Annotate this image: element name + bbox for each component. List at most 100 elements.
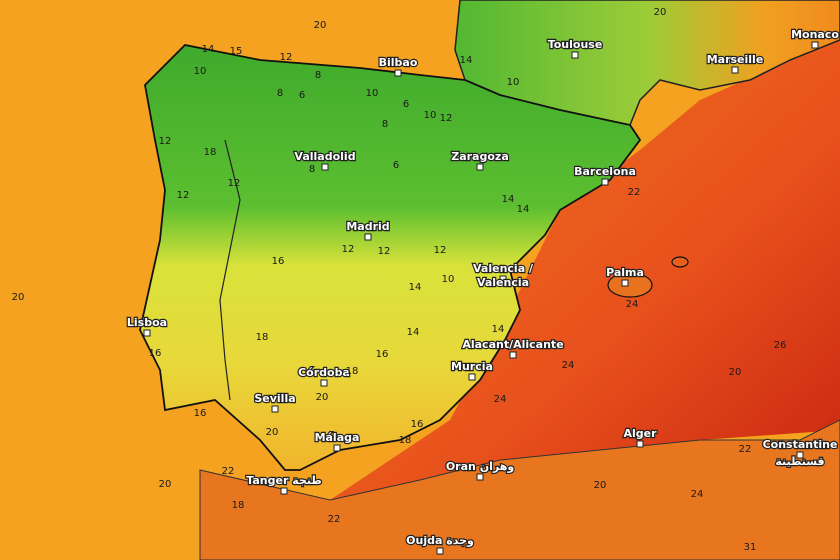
isotherm-label: 12: [159, 136, 172, 147]
isotherm-label: 20: [654, 7, 667, 18]
city-label: Monaco: [791, 28, 839, 41]
isotherm-label: 20: [314, 20, 327, 31]
isotherm-label: 16: [194, 408, 207, 419]
isotherm-label: 20: [12, 292, 25, 303]
city-label: Valencia /: [473, 262, 534, 275]
isotherm-label: 22: [739, 444, 752, 455]
city-marker: [796, 451, 804, 459]
isotherm-label: 22: [628, 187, 641, 198]
isotherm-label: 18: [256, 332, 269, 343]
isotherm-label: 12: [440, 113, 453, 124]
isotherm-label: 14: [502, 194, 515, 205]
isotherm-label: 6: [393, 160, 399, 171]
isotherm-label: 10: [442, 274, 455, 285]
city-label: Tanger طنجة: [246, 474, 321, 487]
isotherm-label: 6: [299, 90, 305, 101]
city-label: Toulouse: [548, 38, 603, 51]
city-label: Sevilla: [254, 392, 295, 405]
isotherm-label: 14: [202, 44, 215, 55]
city-marker: [436, 547, 444, 555]
city-label: Alger: [623, 427, 657, 440]
city-label: Valladolid: [294, 150, 355, 163]
isotherm-label: 16: [376, 349, 389, 360]
isotherm-label: 14: [517, 204, 530, 215]
city-label: Valencia: [477, 276, 529, 289]
city-marker: [271, 405, 279, 413]
isotherm-label: 15: [230, 46, 243, 57]
city-marker: [143, 329, 151, 337]
menorca: [671, 256, 689, 268]
city-marker: [468, 373, 476, 381]
city-label: قسنطينة: [775, 455, 824, 468]
city-label: Zaragoza: [451, 150, 509, 163]
city-marker: [731, 66, 739, 74]
isotherm-label: 6: [403, 99, 409, 110]
isotherm-label: 8: [315, 70, 321, 81]
isotherm-label: 14: [492, 324, 505, 335]
isotherm-label: 24: [494, 394, 507, 405]
city-label: Oujda وجدة: [406, 534, 474, 547]
isotherm-label: 10: [424, 110, 437, 121]
mediterranean: [330, 40, 840, 500]
city-marker: [509, 351, 517, 359]
iberia: [139, 44, 642, 471]
isotherm-label: 10: [194, 66, 207, 77]
city-marker: [499, 275, 507, 283]
isotherm-label: 24: [691, 489, 704, 500]
isotherm-label: 12: [378, 246, 391, 257]
isotherm-label: 16: [149, 348, 162, 359]
city-marker: [321, 163, 329, 171]
isotherm-label: 12: [434, 245, 447, 256]
isotherm-label: 24: [626, 299, 639, 310]
isotherm-label: 18: [399, 435, 412, 446]
city-label: Lisboa: [127, 316, 167, 329]
city-label: Córdoba: [298, 366, 350, 379]
isotherm-label: 31: [744, 542, 757, 553]
city-marker: [280, 487, 288, 495]
city-marker: [320, 379, 328, 387]
isotherm-label: 18: [204, 147, 217, 158]
isotherm-label: 12: [342, 244, 355, 255]
city-marker: [476, 163, 484, 171]
africa: [199, 419, 840, 560]
isotherm-label: 8: [277, 88, 283, 99]
labels: Toulouse Monaco Marseille Bilbao Valladolid Z…: [12, 7, 840, 555]
isotherm-label: 14: [460, 55, 473, 66]
city-marker: [394, 69, 402, 77]
isotherm-label: 22: [222, 466, 235, 477]
isotherm-label: 16: [272, 256, 285, 267]
isotherm-label: 20: [159, 479, 172, 490]
isotherm-label: 12: [177, 190, 190, 201]
isotherm-label: 20: [594, 480, 607, 491]
city-label: Palma: [606, 266, 644, 279]
isotherm-label: 16: [411, 419, 424, 430]
city-marker: [636, 440, 644, 448]
city-marker: [364, 233, 372, 241]
isotherm-label: 10: [366, 88, 379, 99]
isotherm-label: 18: [346, 366, 359, 377]
city-label: Barcelona: [574, 165, 636, 178]
isotherm-label: 20: [729, 367, 742, 378]
isotherm-label: 8: [309, 164, 315, 175]
isotherm-label: 8: [382, 119, 388, 130]
city-label: Alacant/Alicante: [462, 338, 563, 351]
city-label: Murcia: [451, 360, 493, 373]
city-marker: [811, 41, 819, 49]
isotherm-label: 12: [280, 52, 293, 63]
isotherm-label: 26: [774, 340, 787, 351]
border: [219, 139, 241, 401]
city-marker: [571, 51, 579, 59]
city-label: Oran وهران: [446, 460, 514, 473]
isotherm-label: 14: [407, 327, 420, 338]
city-label: Málaga: [315, 431, 360, 444]
city-marker: [333, 444, 341, 452]
isotherm-label: 20: [316, 392, 329, 403]
isotherm-label: 10: [507, 77, 520, 88]
city-label: Marseille: [707, 53, 764, 66]
city-marker: [476, 473, 484, 481]
city-marker: [621, 279, 629, 287]
city-marker: [601, 178, 609, 186]
isotherm-label: 20: [266, 427, 279, 438]
mallorca: [607, 272, 653, 298]
